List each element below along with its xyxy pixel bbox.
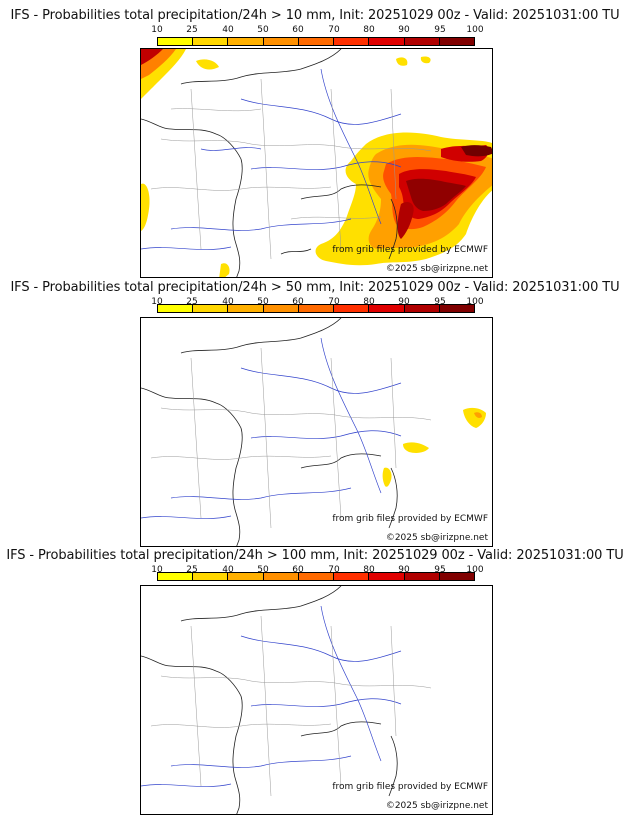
scale-tick: 70	[328, 297, 340, 307]
colorbar-segment	[298, 38, 335, 45]
map-10mm: from grib files provided by ECMWF ©2025 …	[140, 48, 493, 278]
colorbar-segment	[228, 38, 264, 45]
coastlines	[141, 586, 398, 814]
colorbar-segment	[439, 305, 474, 312]
colorbar-segment	[158, 305, 194, 312]
colorbar-segment	[369, 573, 405, 580]
scale-tick: 70	[328, 565, 340, 575]
rivers	[141, 337, 402, 519]
colorbar-segment	[334, 573, 370, 580]
credit-grib: from grib files provided by ECMWF	[332, 782, 488, 792]
scale-tick: 90	[398, 25, 410, 35]
credit-grib: from grib files provided by ECMWF	[332, 514, 488, 524]
scale-tick: 80	[363, 25, 375, 35]
colorbar-segment	[334, 38, 370, 45]
scale-labels: 10 25 40 50 60 70 80 90 95 100	[151, 297, 483, 308]
scale-tick: 60	[292, 297, 304, 307]
panel-title: IFS - Probabilities total precipitation/…	[10, 280, 620, 295]
colorbar-segment	[263, 305, 299, 312]
scale-labels: 10 25 40 50 60 70 80 90 95 100	[151, 565, 483, 576]
precip-field	[141, 49, 492, 277]
panel-50mm: IFS - Probabilities total precipitation/…	[0, 280, 630, 548]
map-svg	[141, 318, 486, 546]
admin-borders	[150, 78, 432, 260]
colorbar	[157, 304, 475, 313]
colorbar-segment	[369, 305, 405, 312]
credit-grib: from grib files provided by ECMWF	[332, 245, 488, 255]
scale-tick: 60	[292, 25, 304, 35]
scale-tick: 95	[434, 297, 446, 307]
panel-10mm: IFS - Probabilities total precipitation/…	[0, 8, 630, 278]
admin-borders	[150, 347, 432, 529]
scale-tick: 95	[434, 25, 446, 35]
scale-tick: 10	[151, 565, 163, 575]
map-50mm: from grib files provided by ECMWF ©2025 …	[140, 317, 493, 547]
scale-labels: 10 25 40 50 60 70 80 90 95 100	[151, 25, 483, 36]
colorbar-segment	[158, 573, 194, 580]
scale-tick: 40	[222, 297, 234, 307]
scale-tick: 90	[398, 297, 410, 307]
colorbar-segment	[263, 38, 299, 45]
scale-tick: 100	[466, 297, 484, 307]
scale-tick: 10	[151, 297, 163, 307]
colorbar-segment	[404, 573, 440, 580]
scale-tick: 25	[186, 25, 198, 35]
colorbar-segment	[369, 38, 405, 45]
scale-tick: 70	[328, 25, 340, 35]
coastlines	[141, 49, 398, 277]
colorbar-segment	[193, 573, 229, 580]
panel-title: IFS - Probabilities total precipitation/…	[6, 548, 624, 563]
colorbar-segment	[158, 38, 194, 45]
colorbar	[157, 37, 475, 46]
map-100mm: from grib files provided by ECMWF ©2025 …	[140, 585, 493, 815]
rivers	[141, 605, 402, 787]
colorbar-segment	[228, 305, 264, 312]
credit-copyright: ©2025 sb@irizpne.net	[385, 533, 488, 543]
panel-title: IFS - Probabilities total precipitation/…	[10, 8, 620, 23]
scale-tick: 50	[257, 297, 269, 307]
scale-tick: 80	[363, 297, 375, 307]
scale-tick: 40	[222, 565, 234, 575]
colorbar	[157, 572, 475, 581]
credit-copyright: ©2025 sb@irizpne.net	[385, 801, 488, 811]
scale-tick: 100	[466, 25, 484, 35]
scale-tick: 50	[257, 25, 269, 35]
colorbar-segment	[263, 573, 299, 580]
map-svg	[141, 49, 492, 277]
coastlines	[141, 318, 398, 546]
scale-tick: 95	[434, 565, 446, 575]
colorbar-segment	[334, 305, 370, 312]
scale-tick: 40	[222, 25, 234, 35]
scale-tick: 25	[186, 565, 198, 575]
colorbar-segment	[298, 573, 335, 580]
scale-tick: 25	[186, 297, 198, 307]
colorbar-segment	[228, 573, 264, 580]
scale-tick: 60	[292, 565, 304, 575]
scale-tick: 90	[398, 565, 410, 575]
colorbar-segment	[404, 305, 440, 312]
precip-field	[382, 407, 486, 487]
scale-tick: 80	[363, 565, 375, 575]
panel-100mm: IFS - Probabilities total precipitation/…	[0, 548, 630, 818]
scale-tick: 50	[257, 565, 269, 575]
rivers	[141, 68, 402, 250]
colorbar-segment	[193, 38, 229, 45]
colorbar-segment	[439, 573, 474, 580]
scale-tick: 100	[466, 565, 484, 575]
colorbar-segment	[193, 305, 229, 312]
colorbar-segment	[298, 305, 335, 312]
scale-tick: 10	[151, 25, 163, 35]
colorbar-segment	[439, 38, 474, 45]
map-svg	[141, 586, 432, 814]
credit-copyright: ©2025 sb@irizpne.net	[385, 264, 488, 274]
colorbar-segment	[404, 38, 440, 45]
admin-borders	[150, 615, 432, 797]
